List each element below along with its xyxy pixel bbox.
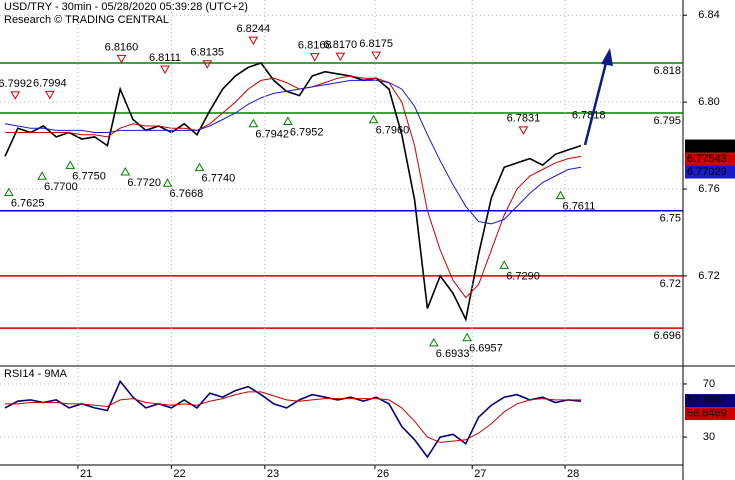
level-label: 6.795 (653, 115, 681, 127)
x-tick-label: 28 (567, 468, 579, 480)
low-label: 6.7740 (202, 173, 236, 185)
high-marker (309, 53, 320, 62)
low-marker (428, 337, 439, 347)
low-label: 6.7611 (563, 201, 596, 213)
low-marker (162, 178, 173, 187)
last-value-box (685, 407, 735, 421)
level-label: 6.818 (653, 65, 681, 77)
series-line (4, 79, 582, 225)
last-value-label: 6.77029 (687, 166, 727, 178)
level-label: 6.696 (653, 330, 681, 342)
chart-title: USD/TRY - 30min - 05/28/2020 05:39:28 (U… (4, 1, 248, 13)
last-value-label: 6.77543 (687, 153, 727, 165)
series-line (4, 62, 582, 322)
last-value-box (685, 139, 735, 153)
last-value-box (685, 165, 735, 179)
low-marker (65, 160, 76, 169)
low-marker (120, 166, 131, 176)
high-label: 6.8111 (149, 52, 181, 64)
x-tick-label: 22 (173, 468, 185, 480)
y-tick-label: 30 (703, 431, 715, 443)
high-label: 6.8175 (359, 38, 393, 50)
low-label: 6.7960 (376, 125, 410, 137)
series-line (4, 379, 582, 459)
high-marker (248, 36, 259, 46)
low-label: 6.7625 (11, 197, 45, 209)
last-value-box (685, 152, 735, 166)
low-marker (283, 116, 293, 126)
x-tick-label: 27 (474, 468, 486, 480)
chart-subtitle: Research © TRADING CENTRAL (4, 14, 169, 26)
low-marker (248, 118, 259, 128)
high-marker (518, 126, 529, 135)
y-tick-label: 6.84 (698, 9, 719, 21)
x-tick-label: 26 (377, 468, 389, 480)
projection-arrow (583, 54, 610, 146)
high-marker (202, 60, 213, 69)
low-marker (368, 114, 379, 124)
high-marker (335, 52, 346, 62)
high-label: 6.8244 (236, 23, 270, 35)
high-label: 6.8170 (324, 39, 358, 51)
low-label: 6.7668 (170, 188, 204, 200)
target-label: 6.7818 (572, 110, 606, 122)
x-tick-label: 23 (267, 468, 279, 480)
low-marker (3, 187, 14, 197)
high-marker (371, 51, 382, 61)
x-tick-label: 21 (80, 468, 92, 480)
high-marker (10, 91, 21, 100)
high-label: 6.8160 (105, 41, 139, 53)
level-label: 6.75 (660, 213, 681, 225)
y-tick-label: 70 (703, 378, 715, 390)
y-tick-label: 6.72 (698, 270, 719, 282)
high-marker (116, 54, 127, 64)
y-tick-label: 6.80 (698, 96, 719, 108)
last-value-label: 57.4897 (687, 394, 727, 406)
low-marker (462, 332, 472, 342)
panel-title: RSI14 - 9MA (4, 368, 68, 380)
high-label: 6.7992 (0, 78, 32, 90)
y-tick-label: 6.76 (698, 183, 719, 195)
low-label: 6.6957 (469, 343, 503, 355)
projection-arrow-head (601, 48, 613, 66)
low-marker (555, 190, 566, 200)
series-line (5, 75, 582, 299)
low-marker (499, 260, 510, 269)
low-label: 6.7750 (72, 170, 106, 182)
level-label: 6.72 (660, 278, 681, 290)
high-label: 6.7831 (507, 113, 541, 125)
last-value-label: 56.6469 (687, 407, 727, 419)
low-marker (194, 162, 205, 172)
low-label: 6.7290 (506, 270, 540, 282)
high-label: 6.8168 (298, 40, 332, 52)
high-label: 6.8135 (190, 47, 224, 59)
high-marker (160, 65, 170, 75)
high-marker (44, 90, 55, 100)
low-label: 6.7942 (255, 129, 289, 141)
high-label: 6.7994 (33, 77, 67, 89)
low-label: 6.7952 (290, 126, 324, 138)
low-marker (37, 171, 47, 180)
series-line (5, 391, 581, 443)
low-label: 6.7720 (127, 177, 161, 189)
low-label: 6.6933 (436, 348, 470, 360)
last-value-box (685, 394, 735, 408)
low-label: 6.7700 (44, 181, 78, 193)
last-value-label: 6.77978 (687, 140, 727, 152)
